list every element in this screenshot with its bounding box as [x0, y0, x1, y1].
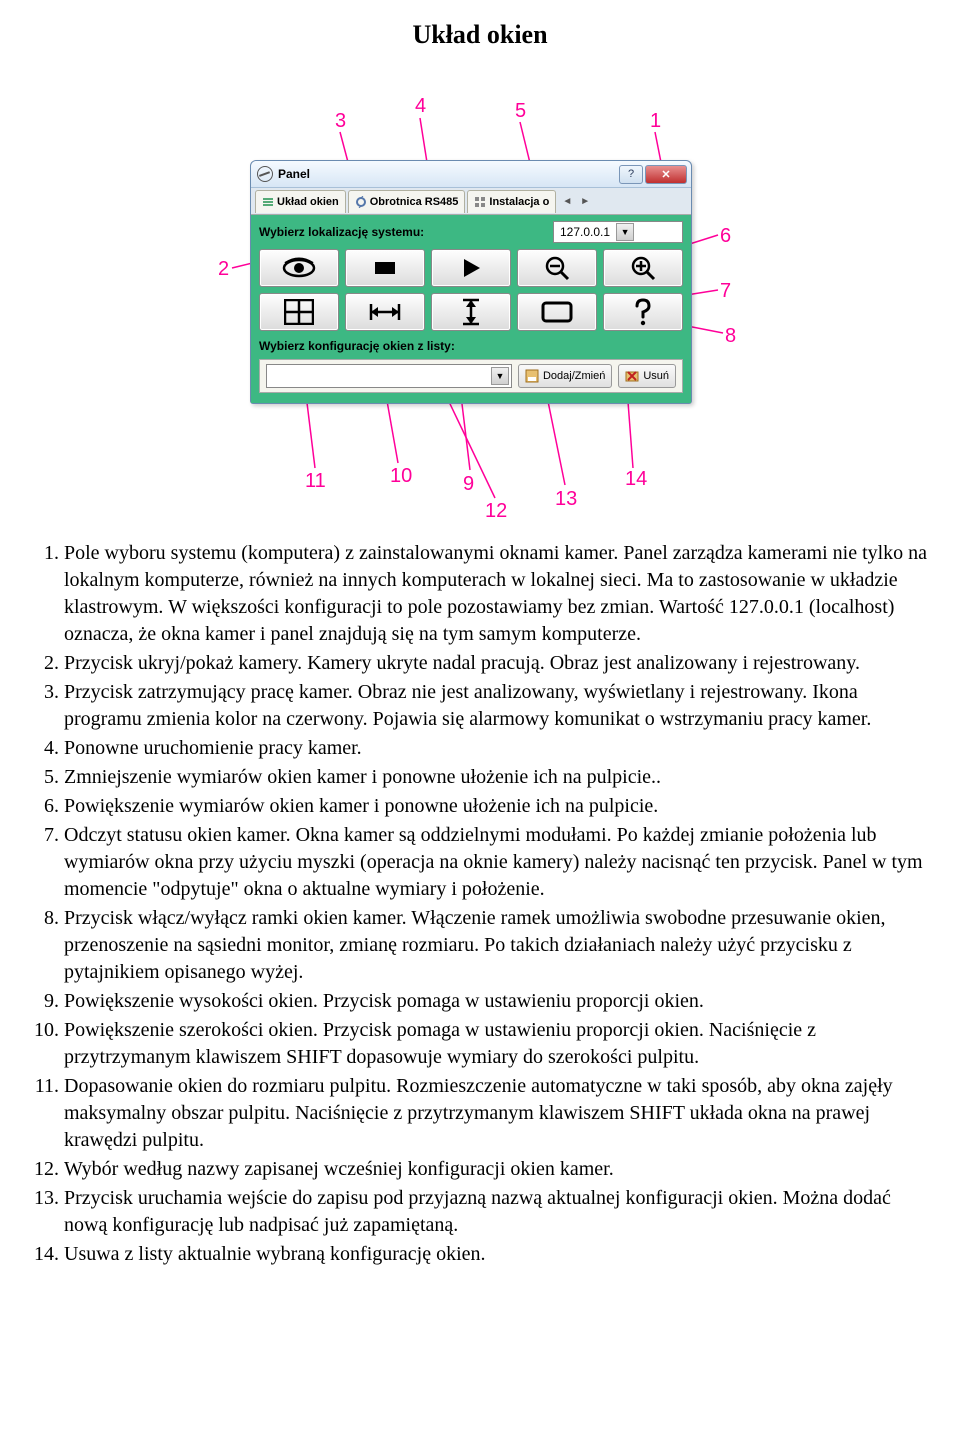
callout-9: 9 — [463, 473, 474, 496]
ip-value: 127.0.0.1 — [560, 225, 610, 239]
tab-label: Obrotnica RS485 — [370, 196, 459, 208]
callout-3: 3 — [335, 110, 346, 133]
width-button[interactable] — [345, 293, 425, 331]
close-button[interactable]: ✕ — [645, 165, 687, 184]
config-row: ▼ Dodaj/Zmień Usuń — [259, 359, 683, 393]
item-12: Wybór według nazwy zapisanej wcześniej k… — [64, 1156, 930, 1183]
delete-icon — [625, 369, 639, 383]
fit-grid-button[interactable] — [259, 293, 339, 331]
rect-icon — [541, 301, 573, 323]
help-button[interactable]: ? — [619, 165, 643, 184]
callout-5: 5 — [515, 100, 526, 123]
chevron-down-icon: ▼ — [616, 223, 634, 241]
config-label: Wybierz konfigurację okien z listy: — [259, 339, 455, 353]
item-6: Powiększenie wymiarów okien kamer i pono… — [64, 793, 930, 820]
page-title: Układ okien — [30, 20, 930, 50]
tabstrip: Układ okien Obrotnica RS485 Instalacja o… — [251, 188, 691, 215]
minus-magnify-icon — [544, 255, 570, 281]
play-button[interactable] — [431, 249, 511, 287]
ip-combo[interactable]: 127.0.0.1 ▼ — [553, 221, 683, 243]
titlebar: Panel ? ✕ — [251, 161, 691, 188]
save-icon — [525, 369, 539, 383]
window-title: Panel — [278, 167, 619, 181]
question-icon — [633, 298, 653, 326]
callout-14: 14 — [625, 468, 647, 491]
panel-body: Wybierz lokalizację systemu: 127.0.0.1 ▼ — [251, 215, 691, 403]
item-5: Zmniejszenie wymiarów okien kamer i pono… — [64, 764, 930, 791]
eye-icon — [279, 257, 319, 279]
zoom-in-button[interactable] — [603, 249, 683, 287]
tab-label: Instalacja o — [489, 196, 549, 208]
callout-8: 8 — [725, 325, 736, 348]
delete-button[interactable]: Usuń — [618, 364, 676, 388]
tab-scroll-right[interactable]: ► — [576, 196, 594, 207]
delete-label: Usuń — [643, 370, 669, 382]
tab-install[interactable]: Instalacja o — [467, 190, 556, 213]
callout-4: 4 — [415, 95, 426, 118]
tab-label: Układ okien — [277, 196, 339, 208]
height-arrows-icon — [461, 297, 481, 327]
description-list: Pole wyboru systemu (komputera) z zainst… — [30, 540, 930, 1268]
item-10: Powiększenie szerokości okien. Przycisk … — [64, 1017, 930, 1071]
item-7: Odczyt statusu okien kamer. Okna kamer s… — [64, 822, 930, 903]
status-button[interactable] — [603, 293, 683, 331]
callout-2: 2 — [218, 258, 229, 281]
callout-1: 1 — [650, 110, 661, 133]
stop-icon — [373, 260, 397, 276]
item-2: Przycisk ukryj/pokaż kamery. Kamery ukry… — [64, 650, 930, 677]
item-13: Przycisk uruchamia wejście do zapisu pod… — [64, 1185, 930, 1239]
panel-window: Panel ? ✕ Układ okien Obrotnica RS485 In… — [250, 160, 692, 404]
play-icon — [460, 257, 482, 279]
layout-icon — [262, 196, 274, 208]
callout-13: 13 — [555, 488, 577, 511]
zoom-out-button[interactable] — [517, 249, 597, 287]
config-combo[interactable]: ▼ — [266, 364, 512, 388]
location-label: Wybierz lokalizację systemu: — [259, 225, 553, 239]
width-arrows-icon — [368, 302, 402, 322]
item-14: Usuwa z listy aktualnie wybraną konfigur… — [64, 1241, 930, 1268]
plus-magnify-icon — [630, 255, 656, 281]
callout-10: 10 — [390, 465, 412, 488]
rotor-icon — [355, 196, 367, 208]
callout-6: 6 — [720, 225, 731, 248]
item-4: Ponowne uruchomienie pracy kamer. — [64, 735, 930, 762]
stop-button[interactable] — [345, 249, 425, 287]
add-change-button[interactable]: Dodaj/Zmień — [518, 364, 612, 388]
callout-11: 11 — [305, 470, 326, 493]
chevron-down-icon: ▼ — [491, 367, 509, 385]
item-8: Przycisk włącz/wyłącz ramki okien kamer.… — [64, 905, 930, 986]
item-3: Przycisk zatrzymujący pracę kamer. Obraz… — [64, 679, 930, 733]
callout-12: 12 — [485, 500, 507, 523]
item-9: Powiększenie wysokości okien. Przycisk p… — [64, 988, 930, 1015]
frame-button[interactable] — [517, 293, 597, 331]
grid-icon — [474, 196, 486, 208]
tab-scroll-left[interactable]: ◄ — [558, 196, 576, 207]
item-1: Pole wyboru systemu (komputera) z zainst… — [64, 540, 930, 648]
tab-rotor[interactable]: Obrotnica RS485 — [348, 190, 466, 213]
app-icon — [257, 166, 273, 182]
annotated-screenshot: 3 4 5 1 2 6 7 8 11 10 9 12 13 14 P — [180, 80, 780, 520]
eye-button[interactable] — [259, 249, 339, 287]
grid4-icon — [284, 299, 314, 325]
item-11: Dopasowanie okien do rozmiaru pulpitu. R… — [64, 1073, 930, 1154]
height-button[interactable] — [431, 293, 511, 331]
callout-7: 7 — [720, 280, 731, 303]
add-change-label: Dodaj/Zmień — [543, 370, 605, 382]
tab-layout[interactable]: Układ okien — [255, 190, 346, 213]
